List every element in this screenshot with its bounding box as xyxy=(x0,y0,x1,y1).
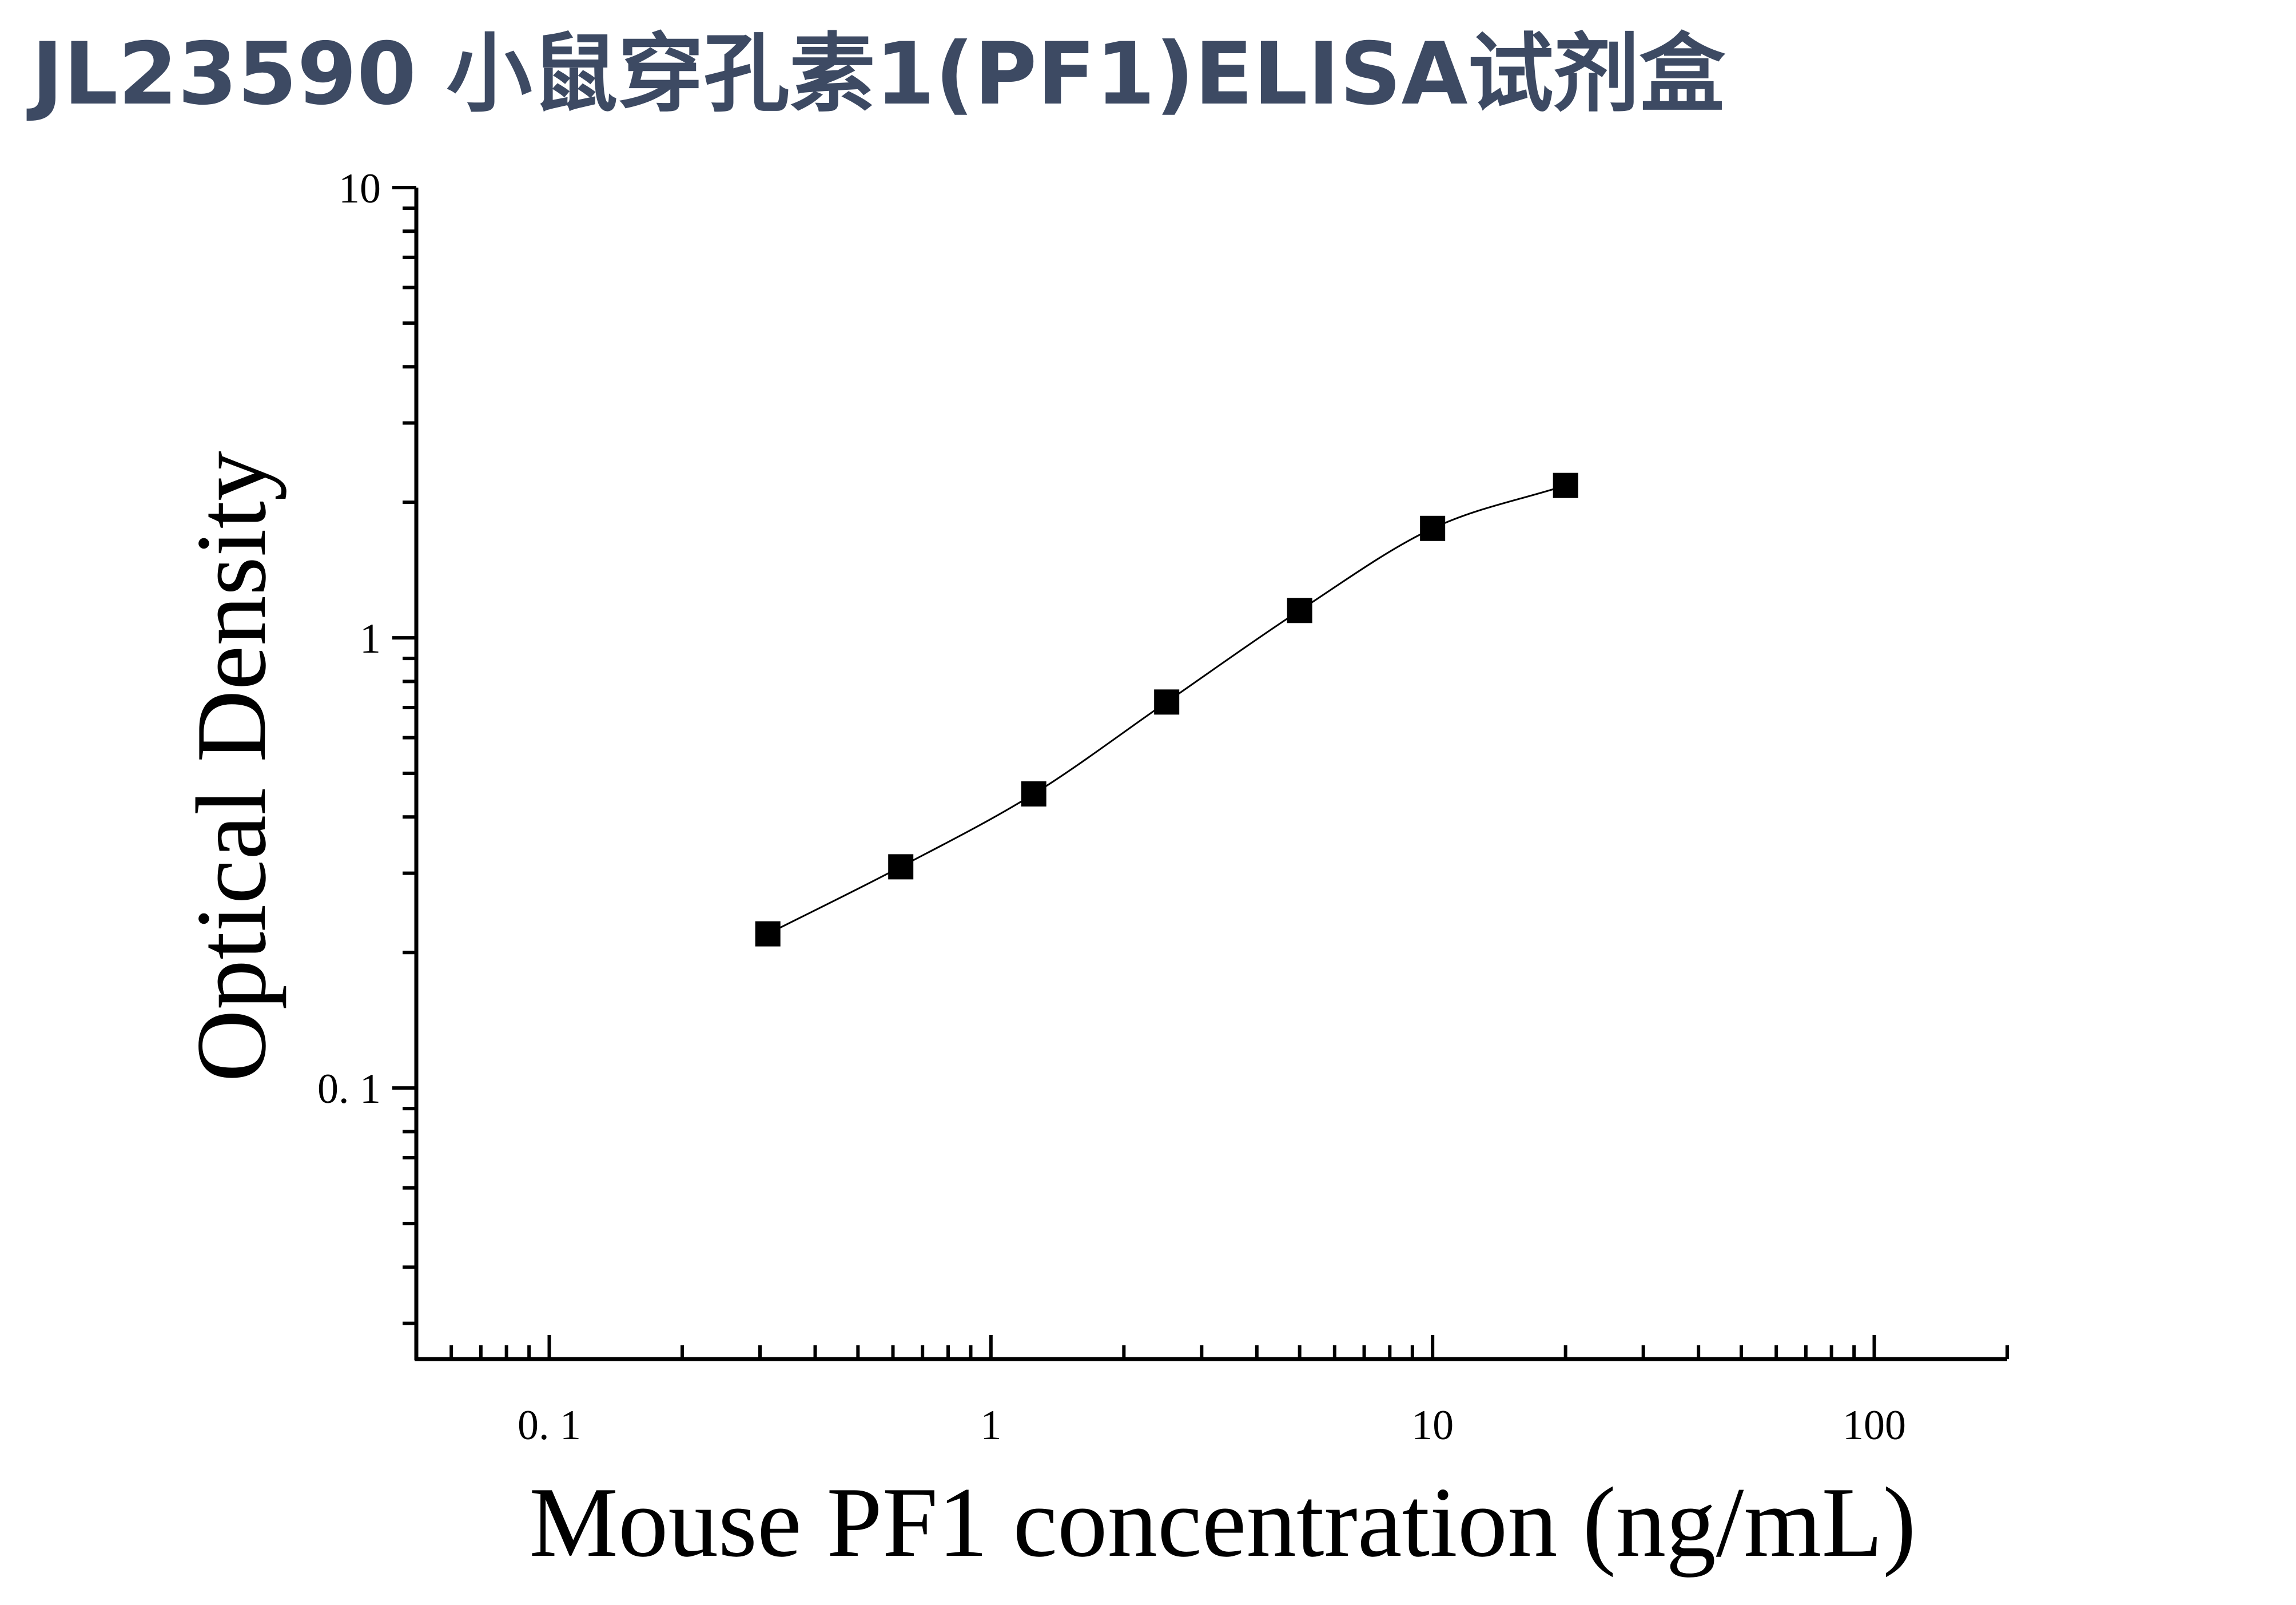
data-point xyxy=(1287,598,1312,623)
x-tick-label: 10 xyxy=(1411,1402,1454,1449)
data-point xyxy=(1154,689,1180,715)
axes xyxy=(414,188,2007,1361)
data-point xyxy=(1420,515,1446,541)
x-axis-title: Mouse PF1 concentration (ng/mL) xyxy=(529,1467,1916,1578)
data-point xyxy=(755,921,781,947)
x-tick-label: 1 xyxy=(980,1402,1001,1449)
x-tick-label: 0. 1 xyxy=(518,1402,581,1449)
data-point xyxy=(1553,472,1578,498)
data-point xyxy=(1021,781,1046,807)
y-tick-label: 0. 1 xyxy=(317,1066,381,1113)
page-title: JL23590 小鼠穿孔素1(PF1)ELISA试剂盒 xyxy=(31,25,1725,124)
y-axis-title: Optical Density xyxy=(176,451,286,1082)
y-tick-label: 1 xyxy=(360,615,381,662)
data-points xyxy=(755,472,1578,947)
y-tick-label: 10 xyxy=(339,165,381,212)
ticks: 0. 1 1 10 100 0. 1 1 10 xyxy=(317,165,2009,1449)
data-point xyxy=(888,854,914,880)
x-tick-label: 100 xyxy=(1843,1402,1906,1449)
